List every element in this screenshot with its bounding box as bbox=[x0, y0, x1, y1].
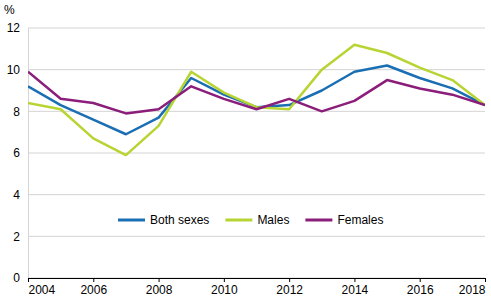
grid-line bbox=[28, 111, 485, 112]
x-tick-label: 2006 bbox=[80, 283, 107, 297]
y-tick-label: 2 bbox=[13, 230, 20, 244]
y-tick: 8 bbox=[13, 105, 28, 119]
y-tick-label: 0 bbox=[13, 271, 20, 285]
series-line bbox=[28, 45, 485, 155]
y-tick: 6 bbox=[13, 146, 28, 160]
x-tick: 2014 bbox=[342, 278, 369, 297]
series-line bbox=[28, 66, 485, 135]
x-axis-line bbox=[29, 279, 486, 283]
grid-line bbox=[28, 69, 485, 70]
legend-swatch bbox=[118, 219, 145, 222]
y-tick: 10 bbox=[7, 63, 28, 77]
legend-entry: Both sexes bbox=[118, 213, 209, 227]
grid-line bbox=[28, 194, 485, 195]
series-line bbox=[28, 72, 485, 114]
y-tick-label: 12 bbox=[7, 21, 21, 35]
x-tick-label: 2018 bbox=[459, 283, 486, 297]
x-tick: 2012 bbox=[276, 278, 303, 297]
x-tick-label: 2008 bbox=[146, 283, 173, 297]
x-tick-label: 2014 bbox=[342, 283, 369, 297]
x-tick: 2018 bbox=[459, 278, 486, 297]
y-axis: 0 2 4 6 8 10 12 bbox=[7, 21, 29, 285]
x-tick-mark bbox=[28, 278, 29, 282]
y-tick: 2 bbox=[13, 230, 28, 244]
legend-swatch bbox=[305, 219, 332, 222]
x-tick-mark bbox=[420, 278, 421, 282]
chart: 0 2 4 6 8 10 12 2004 2006 2008 2010 2012 2014 2016 201… bbox=[0, 0, 491, 302]
y-tick: 12 bbox=[7, 21, 28, 35]
x-tick-mark bbox=[93, 278, 94, 282]
legend-label: Females bbox=[337, 213, 383, 227]
grid-line bbox=[28, 236, 485, 237]
x-tick: 2010 bbox=[211, 278, 238, 297]
legend-label: Males bbox=[257, 213, 289, 227]
x-tick-label: 2004 bbox=[29, 283, 56, 297]
y-axis-title: % bbox=[4, 3, 15, 17]
y-tick-label: 8 bbox=[13, 105, 20, 119]
y-axis-line bbox=[28, 29, 29, 279]
grid bbox=[28, 28, 485, 278]
x-tick-label: 2010 bbox=[211, 283, 238, 297]
x-tick: 2016 bbox=[407, 278, 434, 297]
grid-line bbox=[28, 28, 485, 29]
x-tick-mark bbox=[289, 278, 290, 282]
legend-entry: Females bbox=[305, 213, 383, 227]
x-tick-label: 2012 bbox=[276, 283, 303, 297]
y-tick: 0 bbox=[13, 271, 28, 285]
y-tick-label: 10 bbox=[7, 63, 21, 77]
x-tick-mark bbox=[224, 278, 225, 282]
x-tick: 2008 bbox=[146, 278, 173, 297]
legend-swatch bbox=[225, 219, 252, 222]
x-axis: 2004 2006 2008 2010 2012 2014 2016 2018 bbox=[29, 278, 486, 297]
legend-label: Both sexes bbox=[150, 213, 209, 227]
x-tick: 2006 bbox=[80, 278, 107, 297]
grid-line bbox=[28, 153, 485, 154]
x-tick: 2004 bbox=[29, 278, 56, 297]
x-tick-mark bbox=[354, 278, 355, 282]
plot-area bbox=[28, 45, 485, 155]
legend-entry: Males bbox=[225, 213, 289, 227]
y-tick: 4 bbox=[13, 188, 28, 202]
y-tick-label: 4 bbox=[13, 188, 20, 202]
y-tick-label: 6 bbox=[13, 146, 20, 160]
x-tick-mark bbox=[159, 278, 160, 282]
legend: Both sexes Males Females bbox=[118, 213, 383, 227]
x-tick-label: 2016 bbox=[407, 283, 434, 297]
x-tick-mark bbox=[485, 278, 486, 282]
